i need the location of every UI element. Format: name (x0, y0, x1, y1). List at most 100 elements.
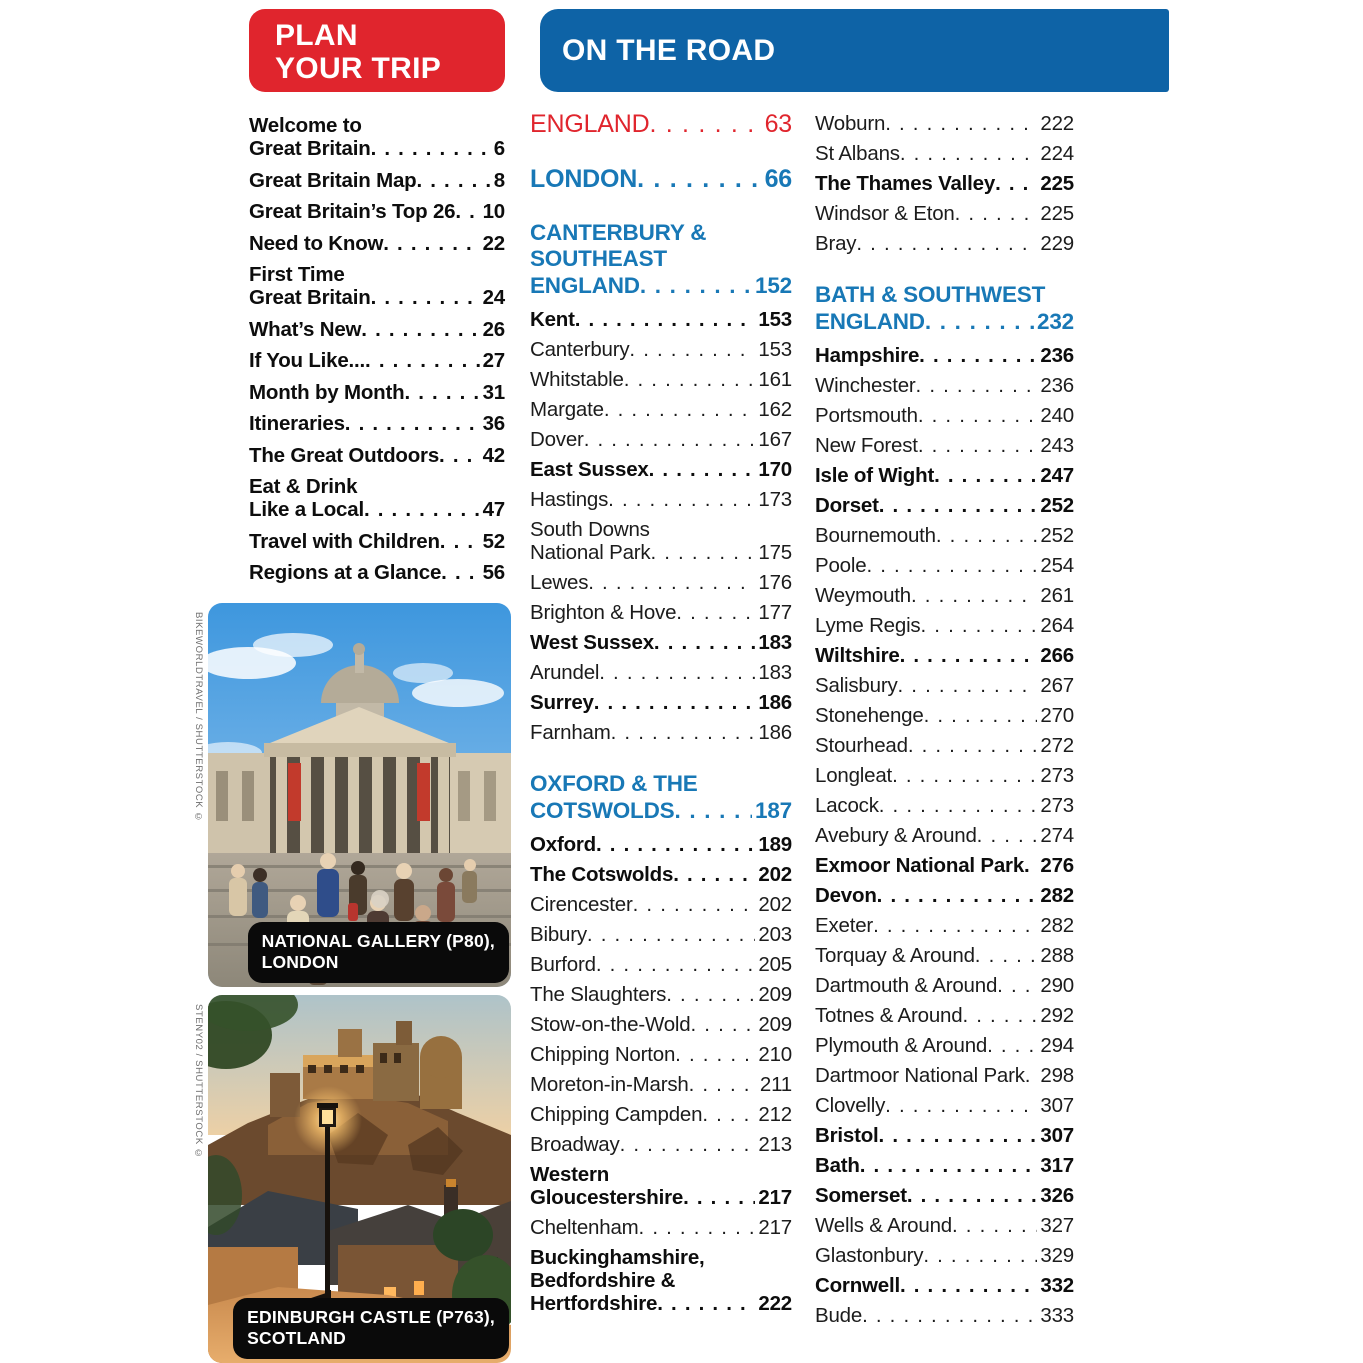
toc-entry-label: Surrey (530, 691, 594, 714)
plan-your-trip-header: PLAN YOUR TRIP (249, 9, 505, 92)
toc-entry-label: Lewes (530, 571, 589, 594)
toc-entry: Longleat 273 (815, 764, 1074, 788)
toc-entry: New Forest 243 (815, 434, 1074, 458)
dot-leader (666, 983, 755, 1007)
toc-entry-label: Devon (815, 884, 877, 907)
toc-entry-page: 288 (1040, 944, 1074, 967)
dot-leader (604, 398, 756, 422)
toc-entry-label: What’s New (249, 317, 362, 341)
toc-entry-page: 282 (1040, 884, 1074, 907)
toc-entry-page: 217 (758, 1216, 792, 1239)
toc-entry: Surrey 186 (530, 691, 792, 715)
toc-entry-label: New Forest (815, 434, 918, 457)
toc-entry: Poole 254 (815, 554, 1074, 578)
toc-entry-label: Avebury & Around (815, 824, 977, 847)
toc-entry: Stourhead 272 (815, 734, 1074, 758)
toc-entry-page: 274 (1040, 824, 1074, 847)
toc-entry-page: 24 (482, 286, 506, 309)
dot-leader (371, 137, 491, 161)
toc-entry: Winchester 236 (815, 374, 1074, 398)
toc-entry-label: Stow-on-the-Wold (530, 1013, 691, 1036)
toc-entry-label: Glastonbury (815, 1244, 924, 1267)
toc-entry-page: 202 (758, 863, 792, 886)
toc-entry-page: 152 (755, 273, 792, 298)
dot-leader (1024, 854, 1037, 878)
dot-leader (920, 614, 1037, 638)
photo-edinburgh-castle: EDINBURGH CASTLE (P763), SCOTLAND (208, 995, 511, 1363)
toc-entry: Lyme Regis 264 (815, 614, 1074, 638)
toc-entry: Bude 333 (815, 1304, 1074, 1328)
photo-caption-edinburgh-castle: EDINBURGH CASTLE (P763), SCOTLAND (233, 1298, 509, 1359)
toc-entry: Margate 162 (530, 398, 792, 422)
toc-entry-label-line: Buckinghamshire, (530, 1246, 705, 1269)
toc-entry-page: 329 (1040, 1244, 1074, 1267)
toc-entry: Hastings 173 (530, 488, 792, 512)
dot-leader (885, 1094, 1037, 1118)
toc-entry: Devon 282 (815, 884, 1074, 908)
toc-entry-page: 10 (482, 200, 506, 223)
toc-entry-page: 298 (1040, 1064, 1074, 1087)
toc-entry: Chipping Campden 212 (530, 1103, 792, 1127)
dot-leader (608, 488, 755, 512)
dot-leader (923, 1244, 1037, 1268)
toc-entry-page: 294 (1040, 1034, 1074, 1057)
toc-entry-label: Winchester (815, 374, 916, 397)
toc-entry-page: 153 (758, 338, 792, 361)
toc-entry-label: Great Britain’s Top 26 (249, 200, 456, 223)
toc-entry-label: Broadway (530, 1133, 620, 1156)
toc-entry-page: 212 (758, 1103, 792, 1126)
toc-entry-label: Month by Month (249, 380, 405, 404)
toc-entry: Bristol 307 (815, 1124, 1074, 1148)
toc-entry-label: Moreton-in-Marsh (530, 1073, 689, 1096)
toc-entry: Cheltenham 217 (530, 1216, 792, 1240)
toc-entry: Stonehenge 270 (815, 704, 1074, 728)
toc-entry-page: 153 (758, 308, 792, 331)
toc-entry: Totnes & Around 292 (815, 1004, 1074, 1028)
toc-entry-page: 56 (482, 561, 506, 584)
toc-entry-page: 327 (1040, 1214, 1074, 1237)
toc-entry-label: Great Britain (249, 137, 371, 160)
toc-entry: Burford 205 (530, 953, 792, 977)
dot-leader (900, 644, 1038, 668)
toc-entry-page: 63 (764, 110, 793, 138)
toc-entry-label-line: First Time (249, 263, 345, 286)
toc-entry-page: 209 (758, 1013, 792, 1036)
toc-entry-label: Travel with Children (249, 529, 440, 553)
dot-leader (587, 923, 755, 947)
toc-entry-page: 236 (1040, 374, 1074, 397)
toc-entry-page: 307 (1040, 1094, 1074, 1117)
toc-entry-label: Dover (530, 428, 584, 451)
toc-entry-page: 222 (1040, 112, 1074, 135)
toc-entry: Dover 167 (530, 428, 792, 452)
toc-entry-page: 186 (758, 691, 792, 714)
dot-leader (900, 1274, 1037, 1298)
dot-leader (675, 1043, 755, 1067)
toc-entry-page: 211 (759, 1073, 792, 1096)
toc-entry-page: 276 (1040, 854, 1074, 877)
on-the-road-header: ON THE ROAD (540, 9, 1169, 92)
toc-entry-label: Somerset (815, 1184, 907, 1207)
toc-entry-label: Gloucestershire (530, 1186, 684, 1209)
toc-entry-label: The Cotswolds (530, 863, 674, 886)
dot-leader (361, 318, 479, 342)
toc-entry-label: Brighton & Hove (530, 601, 677, 624)
toc-entry: Cirencester 202 (530, 893, 792, 917)
dot-leader (404, 381, 479, 405)
toc-entry: Moreton-in-Marsh 211 (530, 1073, 792, 1097)
dot-leader (916, 374, 1038, 398)
photo-national-gallery: NATIONAL GALLERY (P80), LONDON (208, 603, 511, 987)
toc-entry: Canterbury 153 (530, 338, 792, 362)
toc-entry-page: 36 (482, 412, 506, 435)
toc-entry-label: Weymouth (815, 584, 912, 607)
toc-entry-page: 177 (758, 601, 792, 624)
toc-entry: Dartmoor National Park 298 (815, 1064, 1074, 1088)
toc-entry-label: Hampshire (815, 344, 920, 367)
dot-leader (702, 1103, 755, 1127)
toc-entry-label: Salisbury (815, 674, 898, 697)
toc-entry-page: 42 (482, 443, 506, 467)
